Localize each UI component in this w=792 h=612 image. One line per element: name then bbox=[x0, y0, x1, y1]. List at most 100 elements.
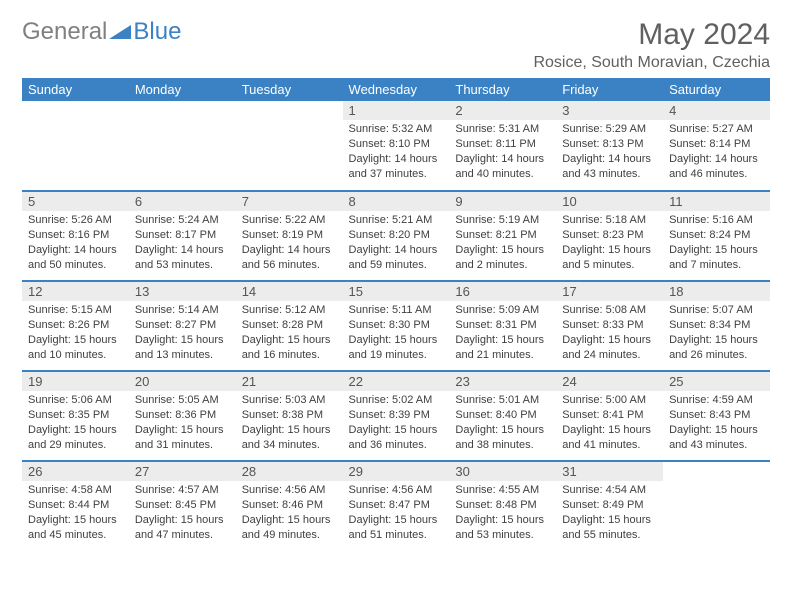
day-cell bbox=[663, 461, 770, 551]
day-number: 5 bbox=[22, 192, 129, 211]
day-header: Tuesday bbox=[236, 78, 343, 101]
day-number: 17 bbox=[556, 282, 663, 301]
day-body: Sunrise: 4:59 AMSunset: 8:43 PMDaylight:… bbox=[663, 391, 770, 456]
day-body: Sunrise: 5:05 AMSunset: 8:36 PMDaylight:… bbox=[129, 391, 236, 456]
day-cell: 25Sunrise: 4:59 AMSunset: 8:43 PMDayligh… bbox=[663, 371, 770, 461]
day-number: 13 bbox=[129, 282, 236, 301]
day-number: 6 bbox=[129, 192, 236, 211]
day-body: Sunrise: 4:54 AMSunset: 8:49 PMDaylight:… bbox=[556, 481, 663, 546]
day-body: Sunrise: 4:56 AMSunset: 8:47 PMDaylight:… bbox=[343, 481, 450, 546]
logo: General Blue bbox=[22, 18, 181, 46]
day-body: Sunrise: 5:24 AMSunset: 8:17 PMDaylight:… bbox=[129, 211, 236, 276]
title-block: May 2024 Rosice, South Moravian, Czechia bbox=[533, 18, 770, 72]
day-cell: 17Sunrise: 5:08 AMSunset: 8:33 PMDayligh… bbox=[556, 281, 663, 371]
day-body: Sunrise: 5:09 AMSunset: 8:31 PMDaylight:… bbox=[449, 301, 556, 366]
day-number: 19 bbox=[22, 372, 129, 391]
day-number: 20 bbox=[129, 372, 236, 391]
day-body: Sunrise: 5:18 AMSunset: 8:23 PMDaylight:… bbox=[556, 211, 663, 276]
day-body: Sunrise: 5:19 AMSunset: 8:21 PMDaylight:… bbox=[449, 211, 556, 276]
location: Rosice, South Moravian, Czechia bbox=[533, 54, 770, 72]
day-body: Sunrise: 5:22 AMSunset: 8:19 PMDaylight:… bbox=[236, 211, 343, 276]
day-body: Sunrise: 5:31 AMSunset: 8:11 PMDaylight:… bbox=[449, 120, 556, 185]
day-cell bbox=[129, 101, 236, 191]
day-body: Sunrise: 4:57 AMSunset: 8:45 PMDaylight:… bbox=[129, 481, 236, 546]
day-number: 26 bbox=[22, 462, 129, 481]
day-cell: 22Sunrise: 5:02 AMSunset: 8:39 PMDayligh… bbox=[343, 371, 450, 461]
triangle-icon bbox=[109, 18, 131, 46]
day-number: 8 bbox=[343, 192, 450, 211]
day-number: 29 bbox=[343, 462, 450, 481]
day-body: Sunrise: 5:21 AMSunset: 8:20 PMDaylight:… bbox=[343, 211, 450, 276]
day-body: Sunrise: 5:12 AMSunset: 8:28 PMDaylight:… bbox=[236, 301, 343, 366]
day-body: Sunrise: 5:15 AMSunset: 8:26 PMDaylight:… bbox=[22, 301, 129, 366]
day-number: 25 bbox=[663, 372, 770, 391]
day-header: Saturday bbox=[663, 78, 770, 101]
day-header-row: SundayMondayTuesdayWednesdayThursdayFrid… bbox=[22, 78, 770, 101]
day-header: Thursday bbox=[449, 78, 556, 101]
day-cell: 26Sunrise: 4:58 AMSunset: 8:44 PMDayligh… bbox=[22, 461, 129, 551]
day-body: Sunrise: 5:03 AMSunset: 8:38 PMDaylight:… bbox=[236, 391, 343, 456]
day-body: Sunrise: 5:32 AMSunset: 8:10 PMDaylight:… bbox=[343, 120, 450, 185]
day-cell: 31Sunrise: 4:54 AMSunset: 8:49 PMDayligh… bbox=[556, 461, 663, 551]
day-body: Sunrise: 5:08 AMSunset: 8:33 PMDaylight:… bbox=[556, 301, 663, 366]
day-cell bbox=[22, 101, 129, 191]
day-number: 18 bbox=[663, 282, 770, 301]
week-row: 26Sunrise: 4:58 AMSunset: 8:44 PMDayligh… bbox=[22, 461, 770, 551]
day-number: 24 bbox=[556, 372, 663, 391]
day-cell: 21Sunrise: 5:03 AMSunset: 8:38 PMDayligh… bbox=[236, 371, 343, 461]
day-cell: 23Sunrise: 5:01 AMSunset: 8:40 PMDayligh… bbox=[449, 371, 556, 461]
day-number: 10 bbox=[556, 192, 663, 211]
day-cell: 20Sunrise: 5:05 AMSunset: 8:36 PMDayligh… bbox=[129, 371, 236, 461]
day-body: Sunrise: 5:14 AMSunset: 8:27 PMDaylight:… bbox=[129, 301, 236, 366]
day-cell: 4Sunrise: 5:27 AMSunset: 8:14 PMDaylight… bbox=[663, 101, 770, 191]
day-body: Sunrise: 5:00 AMSunset: 8:41 PMDaylight:… bbox=[556, 391, 663, 456]
day-body: Sunrise: 5:26 AMSunset: 8:16 PMDaylight:… bbox=[22, 211, 129, 276]
day-number: 31 bbox=[556, 462, 663, 481]
day-number: 9 bbox=[449, 192, 556, 211]
day-header: Sunday bbox=[22, 78, 129, 101]
day-cell: 15Sunrise: 5:11 AMSunset: 8:30 PMDayligh… bbox=[343, 281, 450, 371]
day-cell: 12Sunrise: 5:15 AMSunset: 8:26 PMDayligh… bbox=[22, 281, 129, 371]
logo-text-gray: General bbox=[22, 18, 107, 46]
day-body: Sunrise: 4:56 AMSunset: 8:46 PMDaylight:… bbox=[236, 481, 343, 546]
day-number: 12 bbox=[22, 282, 129, 301]
day-number: 15 bbox=[343, 282, 450, 301]
day-cell: 30Sunrise: 4:55 AMSunset: 8:48 PMDayligh… bbox=[449, 461, 556, 551]
day-cell: 2Sunrise: 5:31 AMSunset: 8:11 PMDaylight… bbox=[449, 101, 556, 191]
day-body: Sunrise: 5:29 AMSunset: 8:13 PMDaylight:… bbox=[556, 120, 663, 185]
day-cell: 28Sunrise: 4:56 AMSunset: 8:46 PMDayligh… bbox=[236, 461, 343, 551]
day-number: 1 bbox=[343, 101, 450, 120]
day-body: Sunrise: 5:01 AMSunset: 8:40 PMDaylight:… bbox=[449, 391, 556, 456]
day-number: 14 bbox=[236, 282, 343, 301]
day-cell: 29Sunrise: 4:56 AMSunset: 8:47 PMDayligh… bbox=[343, 461, 450, 551]
day-number: 27 bbox=[129, 462, 236, 481]
day-cell: 8Sunrise: 5:21 AMSunset: 8:20 PMDaylight… bbox=[343, 191, 450, 281]
day-number: 21 bbox=[236, 372, 343, 391]
day-cell: 18Sunrise: 5:07 AMSunset: 8:34 PMDayligh… bbox=[663, 281, 770, 371]
day-cell: 11Sunrise: 5:16 AMSunset: 8:24 PMDayligh… bbox=[663, 191, 770, 281]
day-number: 28 bbox=[236, 462, 343, 481]
day-header: Wednesday bbox=[343, 78, 450, 101]
day-body: Sunrise: 5:02 AMSunset: 8:39 PMDaylight:… bbox=[343, 391, 450, 456]
day-cell: 6Sunrise: 5:24 AMSunset: 8:17 PMDaylight… bbox=[129, 191, 236, 281]
day-cell: 19Sunrise: 5:06 AMSunset: 8:35 PMDayligh… bbox=[22, 371, 129, 461]
day-cell: 14Sunrise: 5:12 AMSunset: 8:28 PMDayligh… bbox=[236, 281, 343, 371]
day-number: 23 bbox=[449, 372, 556, 391]
day-header: Monday bbox=[129, 78, 236, 101]
day-cell: 1Sunrise: 5:32 AMSunset: 8:10 PMDaylight… bbox=[343, 101, 450, 191]
week-row: 19Sunrise: 5:06 AMSunset: 8:35 PMDayligh… bbox=[22, 371, 770, 461]
day-cell: 13Sunrise: 5:14 AMSunset: 8:27 PMDayligh… bbox=[129, 281, 236, 371]
day-number: 30 bbox=[449, 462, 556, 481]
day-cell: 10Sunrise: 5:18 AMSunset: 8:23 PMDayligh… bbox=[556, 191, 663, 281]
week-row: 12Sunrise: 5:15 AMSunset: 8:26 PMDayligh… bbox=[22, 281, 770, 371]
day-number: 16 bbox=[449, 282, 556, 301]
day-number: 7 bbox=[236, 192, 343, 211]
day-number: 3 bbox=[556, 101, 663, 120]
day-body: Sunrise: 4:55 AMSunset: 8:48 PMDaylight:… bbox=[449, 481, 556, 546]
day-cell: 7Sunrise: 5:22 AMSunset: 8:19 PMDaylight… bbox=[236, 191, 343, 281]
week-row: 1Sunrise: 5:32 AMSunset: 8:10 PMDaylight… bbox=[22, 101, 770, 191]
week-row: 5Sunrise: 5:26 AMSunset: 8:16 PMDaylight… bbox=[22, 191, 770, 281]
day-number: 4 bbox=[663, 101, 770, 120]
day-number: 2 bbox=[449, 101, 556, 120]
day-cell: 5Sunrise: 5:26 AMSunset: 8:16 PMDaylight… bbox=[22, 191, 129, 281]
